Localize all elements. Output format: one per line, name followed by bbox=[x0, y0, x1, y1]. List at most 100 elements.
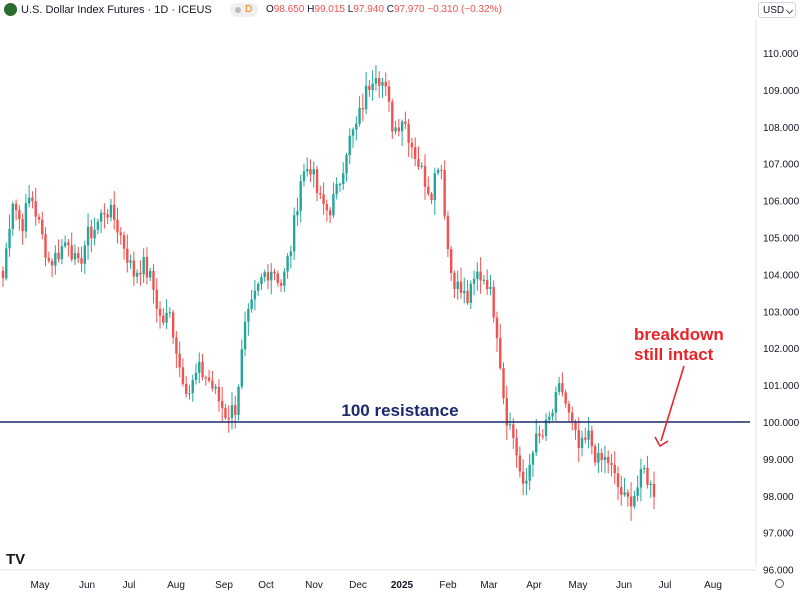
candle-body bbox=[5, 248, 8, 279]
candle-body bbox=[410, 142, 414, 148]
candle-body bbox=[394, 127, 397, 132]
candle-body bbox=[332, 194, 335, 216]
y-tick-label: 96.000 bbox=[763, 566, 794, 577]
candle-body bbox=[351, 129, 355, 136]
candle-body bbox=[482, 279, 486, 281]
instrument-title[interactable]: U.S. Dollar Index Futures · 1D · ICEUS bbox=[21, 4, 212, 16]
candle-body bbox=[371, 83, 374, 91]
candle-body bbox=[184, 383, 188, 394]
y-tick-label: 110.000 bbox=[763, 49, 799, 60]
candle-body bbox=[433, 173, 437, 201]
y-tick-label: 101.000 bbox=[763, 381, 800, 392]
candle-body bbox=[521, 471, 525, 484]
candle-body bbox=[260, 277, 263, 284]
ohlc-readout: O98.650 H99.015 L97.940 C97.970 −0.310 (… bbox=[266, 4, 502, 15]
candle-body bbox=[387, 86, 391, 102]
candle-body bbox=[453, 272, 456, 290]
status-letter: D bbox=[245, 4, 253, 15]
candle-body bbox=[171, 312, 175, 338]
candle-body bbox=[31, 197, 34, 202]
x-tick-label: Oct bbox=[258, 580, 274, 591]
candle-body bbox=[142, 256, 145, 275]
candle-body bbox=[561, 383, 564, 393]
candle-body bbox=[600, 452, 603, 461]
candle-body bbox=[358, 107, 361, 124]
candle-body bbox=[247, 308, 250, 322]
candle-body bbox=[201, 361, 204, 378]
candle-body bbox=[230, 405, 234, 418]
candle-body bbox=[175, 337, 178, 354]
candle-body bbox=[508, 424, 512, 426]
candle-body bbox=[1, 270, 5, 279]
gear-icon[interactable] bbox=[775, 579, 784, 588]
candle-body bbox=[413, 147, 417, 160]
candle-body bbox=[41, 219, 44, 235]
x-tick-label: May bbox=[569, 580, 588, 591]
candle-body bbox=[577, 430, 580, 448]
candle-body bbox=[430, 194, 433, 201]
candle-body bbox=[198, 361, 201, 373]
candle-body bbox=[50, 260, 54, 266]
candle-body bbox=[567, 403, 571, 413]
candle-body bbox=[296, 211, 299, 216]
candle-body bbox=[626, 492, 630, 497]
candle-body bbox=[54, 252, 57, 266]
candle-body bbox=[427, 186, 430, 195]
candle-body bbox=[93, 229, 96, 239]
y-tick-label: 97.000 bbox=[763, 529, 794, 540]
candle-body bbox=[135, 272, 139, 277]
candle-body bbox=[63, 242, 67, 247]
tradingview-logo[interactable]: TV bbox=[6, 551, 26, 568]
currency-selector[interactable]: USD bbox=[758, 2, 796, 18]
open-value: 98.650 bbox=[273, 4, 305, 15]
candle-body bbox=[593, 446, 597, 463]
y-tick-label: 109.000 bbox=[763, 86, 800, 97]
candle-body bbox=[145, 256, 149, 278]
candle-body bbox=[319, 192, 322, 195]
x-tick-label: Apr bbox=[526, 580, 542, 591]
candle-body bbox=[541, 435, 544, 437]
candle-body bbox=[574, 422, 577, 431]
candle-body bbox=[18, 210, 21, 220]
candles bbox=[1, 65, 656, 521]
candle-body bbox=[548, 416, 551, 420]
candle-body bbox=[404, 121, 407, 124]
candle-body bbox=[77, 253, 80, 259]
candle-body bbox=[188, 393, 191, 395]
candle-body bbox=[181, 367, 185, 384]
candle-body bbox=[564, 392, 567, 404]
x-tick-label: Jul bbox=[123, 580, 136, 591]
candle-body bbox=[113, 204, 116, 220]
change-value: −0.310 (−0.32%) bbox=[427, 4, 502, 15]
candle-body bbox=[397, 127, 401, 132]
candle-body bbox=[443, 170, 446, 217]
currency-label: USD bbox=[763, 5, 785, 16]
candle-body bbox=[126, 248, 129, 263]
candle-body bbox=[551, 412, 554, 417]
candle-body bbox=[384, 81, 387, 87]
candle-body bbox=[364, 85, 368, 110]
annotation-arrow bbox=[660, 365, 685, 442]
candle-body bbox=[73, 253, 77, 260]
candle-body bbox=[315, 169, 319, 193]
candle-body bbox=[531, 452, 535, 465]
candle-body bbox=[67, 242, 70, 246]
candle-body bbox=[194, 372, 198, 380]
candle-body bbox=[47, 257, 50, 261]
candle-body bbox=[328, 210, 332, 216]
candle-body bbox=[440, 169, 443, 171]
candle-body bbox=[476, 271, 479, 279]
instrument-logo-icon bbox=[4, 3, 17, 16]
candle-body bbox=[652, 483, 656, 497]
y-tick-label: 100.000 bbox=[763, 418, 800, 429]
candle-body bbox=[44, 234, 47, 258]
open-key: O bbox=[266, 4, 274, 15]
candle-body bbox=[83, 245, 86, 264]
candle-body bbox=[227, 417, 230, 419]
market-status-badge[interactable]: D bbox=[230, 3, 258, 17]
candle-body bbox=[584, 437, 587, 440]
candle-body bbox=[279, 282, 283, 286]
candle-body bbox=[342, 173, 345, 185]
candle-body bbox=[220, 401, 224, 408]
